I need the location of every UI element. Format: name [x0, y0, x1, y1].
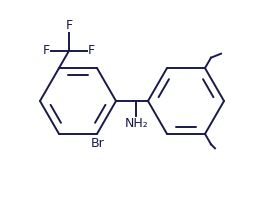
- Text: F: F: [43, 44, 50, 57]
- Text: F: F: [66, 19, 72, 32]
- Text: NH₂: NH₂: [125, 117, 149, 130]
- Text: F: F: [88, 44, 95, 57]
- Text: Br: Br: [91, 137, 105, 150]
